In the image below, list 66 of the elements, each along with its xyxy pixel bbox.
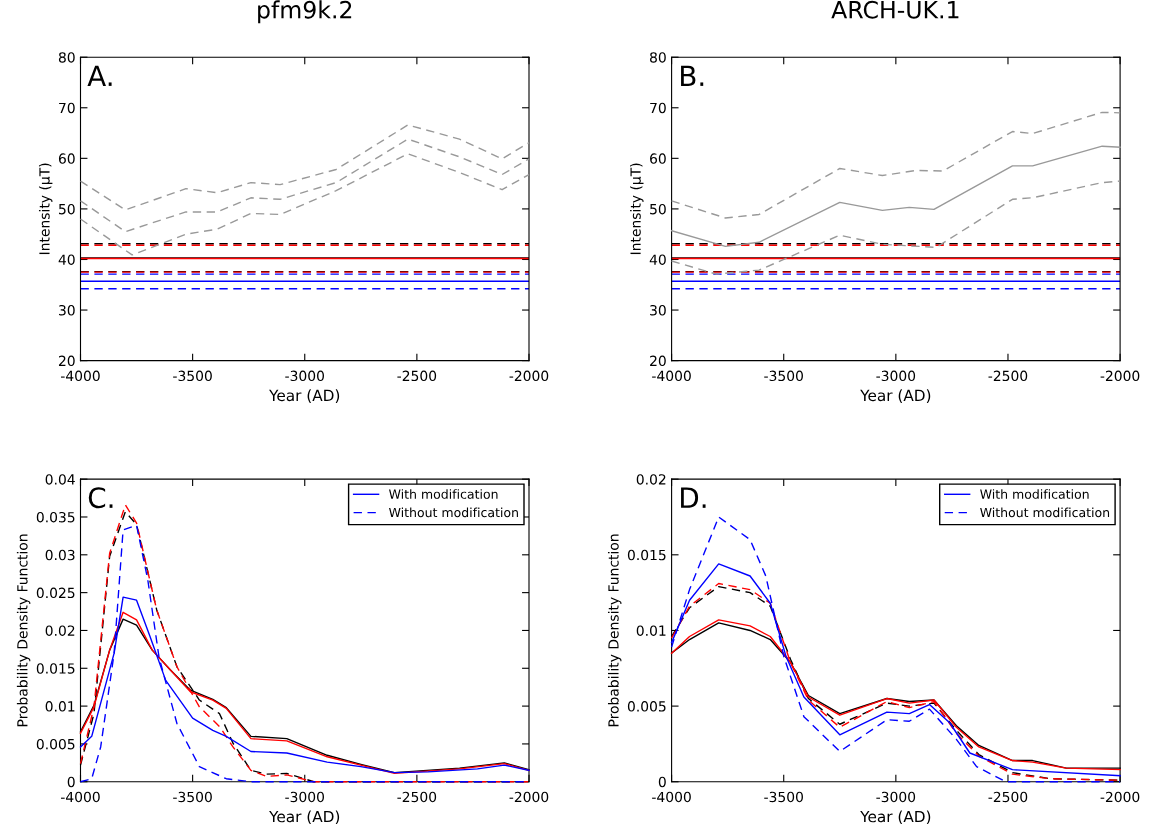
x-tick-label: -2000 — [509, 791, 549, 803]
x-axis-title: Year (AD) — [269, 389, 340, 403]
y-tick-label: 50 — [59, 203, 75, 215]
y-tick-label: 0.02 — [636, 474, 666, 485]
x-tick-label: -2500 — [988, 791, 1028, 803]
y-tick-label: 0.015 — [36, 663, 75, 674]
annotation: B. — [681, 65, 704, 86]
y-tick-label: 0.02 — [45, 625, 75, 636]
x-axis-title: Year (AD) — [860, 810, 931, 825]
y-axis-title: Intensity (μT) — [630, 163, 644, 255]
chart-title: pfm9k.2 — [258, 0, 352, 24]
x-tick-label: -2000 — [1100, 370, 1140, 382]
x-tick-label: -3000 — [876, 370, 916, 382]
x-tick-label: -3000 — [285, 791, 325, 803]
y-tick-label: 20 — [650, 355, 666, 367]
y-tick-label: 0.005 — [36, 738, 75, 750]
x-tick-label: -2500 — [397, 791, 437, 803]
legend-label: With modification — [980, 489, 1089, 499]
y-tick-label: 30 — [650, 305, 666, 316]
y-tick-label: 70 — [650, 102, 666, 114]
y-axis-title: Intensity (μT) — [38, 163, 53, 255]
y-tick-label: 0.01 — [45, 701, 75, 712]
x-tick-label: -2500 — [397, 370, 437, 382]
y-tick-label: 40 — [649, 254, 666, 265]
y-axis-title: Probability Density Function — [16, 534, 31, 727]
x-tick-label: -2500 — [988, 370, 1028, 382]
y-axis-title: Probability Density Function — [607, 534, 622, 727]
legend-label: With modification — [389, 489, 498, 499]
x-tick-label: -4000 — [61, 370, 100, 382]
y-tick-label: 60 — [58, 153, 75, 164]
y-tick-label: 50 — [650, 203, 666, 215]
x-tick-label: -3500 — [764, 370, 803, 382]
x-tick-label: -3000 — [285, 370, 325, 382]
y-tick-label: 70 — [59, 102, 75, 114]
y-tick-label: 0 — [67, 776, 75, 788]
y-tick-label: 30 — [59, 305, 75, 316]
annotation: C. — [88, 487, 113, 509]
y-tick-label: 0.025 — [36, 587, 75, 599]
y-tick-label: 0.035 — [36, 511, 75, 523]
x-tick-label: -3500 — [173, 370, 212, 382]
annotation: D. — [681, 487, 706, 508]
y-tick-label: 20 — [58, 355, 75, 367]
x-tick-label: -4000 — [61, 791, 100, 803]
legend-label: Without modification — [389, 507, 518, 518]
x-axis-title: Year (AD) — [860, 389, 931, 403]
x-tick-label: -3000 — [876, 791, 916, 803]
x-tick-label: -2000 — [509, 370, 549, 382]
x-tick-label: -3500 — [764, 791, 803, 803]
y-tick-label: 80 — [650, 52, 666, 63]
y-tick-label: 0.01 — [636, 625, 666, 636]
annotation: A. — [87, 65, 112, 86]
x-tick-label: -4000 — [652, 370, 691, 382]
y-tick-label: 0.04 — [45, 474, 75, 485]
y-tick-label: 0.03 — [45, 549, 75, 561]
x-tick-label: -4000 — [652, 791, 691, 803]
chart-title: ARCH-UK.1 — [831, 0, 959, 19]
y-tick-label: 0.015 — [627, 549, 666, 561]
x-axis-title: Year (AD) — [269, 810, 340, 825]
y-tick-label: 40 — [58, 254, 75, 265]
y-tick-label: 80 — [58, 52, 75, 63]
y-tick-label: 60 — [650, 153, 666, 164]
x-tick-label: -3500 — [173, 791, 212, 803]
y-tick-label: 0.005 — [627, 701, 666, 712]
y-tick-label: 0 — [658, 776, 666, 788]
legend-label: Without modification — [980, 507, 1110, 518]
x-tick-label: -2000 — [1100, 791, 1140, 803]
